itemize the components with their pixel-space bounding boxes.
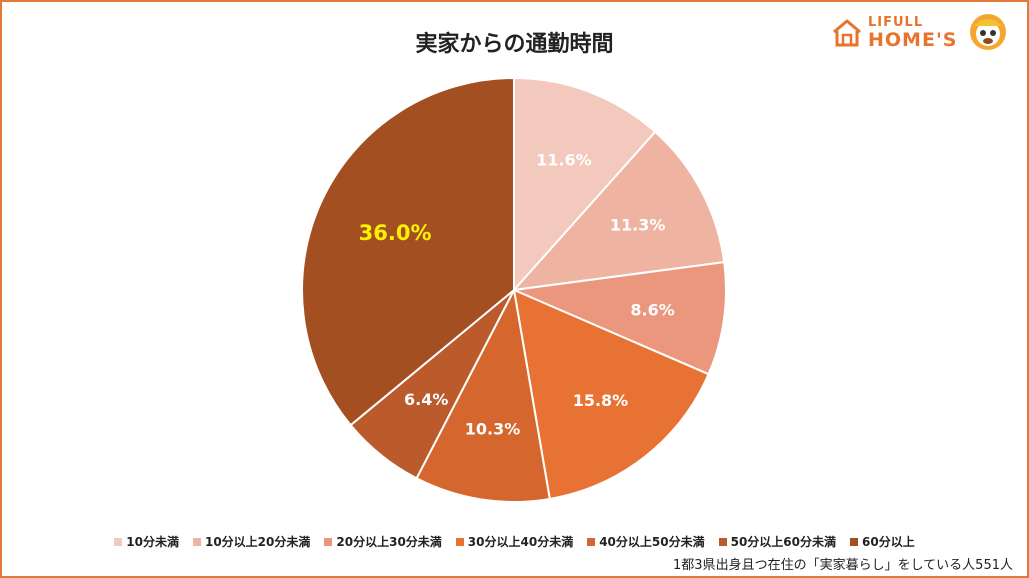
legend-swatch (114, 537, 123, 546)
legend-label: 40分以上50分未満 (599, 535, 705, 549)
legend-item-1: 10分未満 (114, 533, 179, 550)
legend-swatch (718, 537, 727, 546)
pie-slice-4 (512, 288, 710, 501)
legend-swatch (192, 537, 201, 546)
footnote: 1都3県出身且つ在住の「実家暮らし」をしている人551人 (673, 558, 1013, 573)
pie-slices (301, 76, 727, 503)
legend-label: 60分以上 (862, 535, 915, 549)
legend-item-3: 20分以上30分未満 (324, 533, 442, 550)
pie-slice-2 (511, 130, 726, 292)
chart-legend: 10分未満 10分以上20分未満 20分以上30分未満 30分以上40分未満 40分以上… (0, 533, 1029, 550)
logo-text-lifull: LIFULL (868, 15, 924, 30)
slice-label-5: 10.3% (465, 419, 521, 438)
slice-label-6: 6.4% (404, 390, 448, 409)
mascot-icon (970, 14, 1006, 50)
legend-swatch (455, 537, 464, 546)
legend-item-6: 50分以上60分未満 (718, 533, 837, 550)
legend-item-5: 40分以上50分未満 (587, 533, 705, 550)
legend-item-7: 60分以上 (850, 533, 915, 550)
house-icon (833, 19, 861, 47)
slice-label-4: 15.8% (573, 391, 629, 410)
chart-title: 実家からの通勤時間 (415, 32, 614, 57)
pie-slice-3 (510, 260, 727, 376)
legend-swatch (850, 537, 859, 546)
slice-label-2: 11.3% (610, 216, 666, 235)
slice-label-1: 11.6% (536, 150, 592, 169)
pie-slice-1 (513, 76, 657, 293)
lifull-homes-logo: LIFULL HOME'S (828, 12, 1018, 56)
legend-label: 10分以上20分未満 (204, 535, 311, 549)
legend-item-2: 10分以上20分未満 (192, 533, 311, 550)
slice-label-7: 36.0% (359, 221, 432, 245)
pie-slice-7 (301, 76, 515, 427)
legend-label: 20分以上30分未満 (336, 535, 442, 549)
legend-swatch (324, 537, 333, 546)
legend-label: 50分以上60分未満 (730, 535, 837, 549)
legend-item-4: 30分以上40分未満 (455, 533, 574, 550)
pie-slice-5 (415, 286, 551, 503)
legend-swatch (587, 537, 596, 546)
legend-label: 10分未満 (126, 535, 179, 549)
legend-label: 30分以上40分未満 (467, 535, 574, 549)
pie-labels: 11.6% 11.3% 8.6% 15.8% 10.3% 6.4% 36.0% (359, 150, 675, 438)
slice-label-3: 8.6% (630, 300, 674, 319)
logo-text-homes: HOME'S (868, 29, 958, 51)
